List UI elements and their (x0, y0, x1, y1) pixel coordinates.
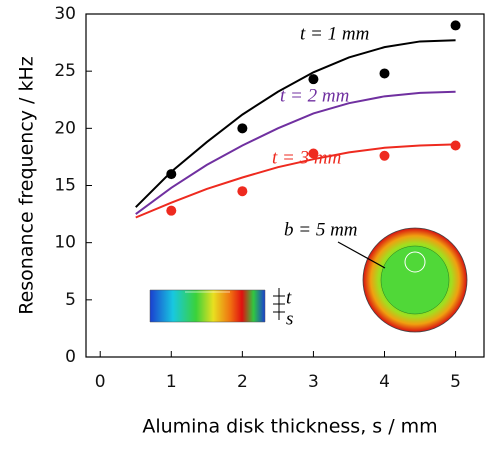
x-tick-label: 1 (166, 372, 177, 392)
annotation: s (286, 308, 293, 329)
annotation: t = 2 mm (280, 85, 349, 106)
chart: 0 5 10 15 20 25 30 0 1 2 3 4 5 Alumina disk thickness… (0, 0, 486, 445)
fit-curve (136, 40, 456, 207)
annotation: t = 3 mm (272, 147, 341, 168)
y-tick-label: 0 (65, 347, 76, 367)
data-point (380, 68, 390, 78)
x-tick-label: 2 (237, 372, 248, 392)
y-tick-label: 10 (54, 233, 76, 253)
y-tick-label: 15 (54, 176, 76, 196)
x-tick-label: 0 (95, 372, 106, 392)
data-point (237, 123, 247, 133)
annotation: b = 5 mm (284, 219, 358, 240)
data-point (451, 140, 461, 150)
y-tick-label: 20 (54, 118, 76, 138)
data-point (237, 186, 247, 196)
y-tick-label: 5 (65, 290, 76, 310)
x-tick-label: 3 (308, 372, 319, 392)
y-tick-label: 30 (54, 4, 76, 24)
inset-top-view (338, 228, 467, 332)
annotation: t (286, 287, 292, 308)
data-point (380, 151, 390, 161)
y-axis-label: Resonance frequency / kHz (16, 56, 38, 315)
annotation: t = 1 mm (300, 23, 369, 44)
y-tick-label: 25 (54, 61, 76, 81)
x-tick-label: 4 (379, 372, 390, 392)
data-point (451, 20, 461, 30)
x-axis-label: Alumina disk thickness, s / mm (142, 416, 437, 438)
data-point (308, 74, 318, 84)
x-tick-label: 5 (450, 372, 461, 392)
inset-side-view (150, 288, 285, 322)
data-point (166, 206, 176, 216)
